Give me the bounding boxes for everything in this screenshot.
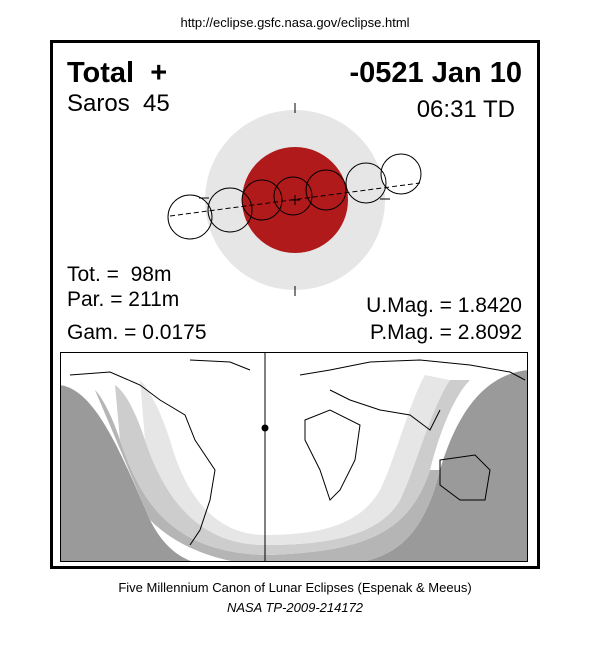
shadow-diagram bbox=[167, 103, 422, 296]
eclipse-type: Total + bbox=[67, 57, 167, 89]
stat-umag: U.Mag. = 1.8420 bbox=[366, 294, 522, 317]
stat-pmag: P.Mag. = 2.8092 bbox=[370, 321, 522, 344]
world-map bbox=[60, 352, 528, 562]
saros: Saros 45 bbox=[67, 90, 170, 117]
footer-credit: Five Millennium Canon of Lunar Eclipses … bbox=[118, 580, 471, 595]
time: 06:31 TD bbox=[417, 96, 515, 123]
url: http://eclipse.gsfc.nasa.gov/eclipse.htm… bbox=[180, 15, 409, 30]
eclipse-date: -0521 Jan 10 bbox=[349, 57, 522, 89]
stat-par: Par. = 211m bbox=[67, 288, 179, 311]
footer-publication: NASA TP-2009-214172 bbox=[227, 600, 364, 615]
stat-gam: Gam. = 0.0175 bbox=[67, 321, 207, 344]
stat-tot: Tot. = 98m bbox=[67, 263, 171, 286]
